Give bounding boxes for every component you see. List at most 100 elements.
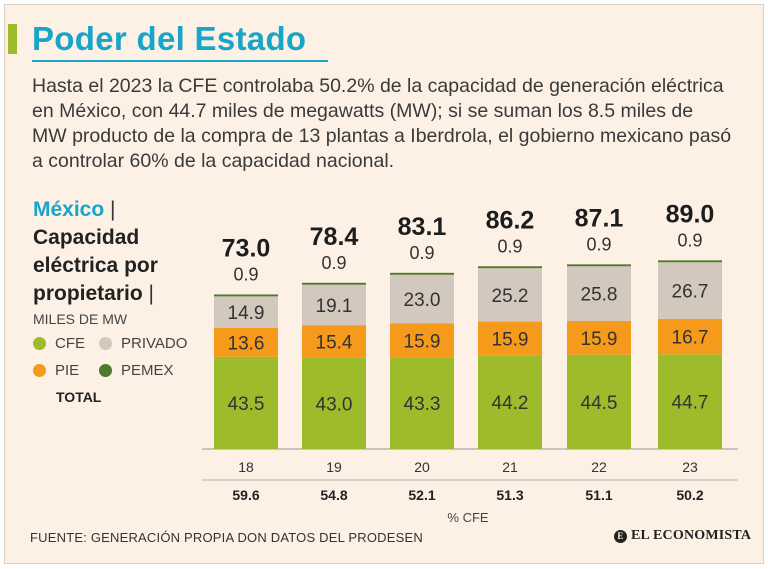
- x-tick-label-18: 18: [238, 459, 254, 475]
- bar-privado-21: [478, 268, 542, 322]
- value-label-cfe-22: 44.5: [581, 393, 618, 414]
- page-title: Poder del Estado: [32, 20, 307, 57]
- value-label-privado-22: 25.8: [581, 285, 618, 306]
- pct-cfe-value-23: 50.2: [676, 487, 703, 503]
- value-label-pemex-21: 0.9: [497, 236, 522, 256]
- x-tick-label-22: 22: [591, 459, 607, 475]
- legend-label-privado: PRIVADO: [121, 335, 188, 352]
- units-label: MILES DE MW: [33, 311, 128, 327]
- source-note: FUENTE: GENERACIÓN PROPIA DON DATOS DEL …: [30, 530, 423, 545]
- legend-swatch-pemex: [99, 364, 112, 377]
- value-label-cfe-21: 44.2: [492, 393, 529, 414]
- bar-pie-21: [478, 321, 542, 356]
- total-label-18: 73.0: [222, 234, 271, 262]
- chart-heading: México | Capacidad eléctrica por propiet…: [33, 196, 203, 308]
- x-tick-label-23: 23: [682, 459, 698, 475]
- bar-pemex-18: [214, 294, 278, 297]
- bar-pemex-19: [302, 282, 366, 285]
- bar-privado-19: [302, 284, 366, 326]
- legend-label-cfe: CFE: [55, 335, 85, 352]
- bar-privado-23: [658, 262, 722, 319]
- legend-item-pie: PIE: [33, 362, 79, 379]
- bar-pie-22: [567, 320, 631, 355]
- value-label-privado-20: 23.0: [404, 290, 441, 311]
- bar-privado-20: [390, 274, 454, 324]
- chart-heading-line-3: propietario |: [33, 280, 203, 308]
- value-label-pemex-22: 0.9: [586, 234, 611, 254]
- value-label-privado-23: 26.7: [672, 282, 709, 303]
- chart-heading-line-country: México |: [33, 196, 203, 224]
- bar-cfe-21: [478, 355, 542, 449]
- total-label-19: 78.4: [310, 223, 359, 251]
- value-label-cfe-23: 44.7: [672, 393, 709, 414]
- pct-cfe-value-18: 59.6: [232, 487, 259, 503]
- pct-cfe-value-20: 52.1: [408, 487, 435, 503]
- page-subtitle: Hasta el 2023 la CFE controlaba 50.2% de…: [32, 75, 732, 172]
- value-label-privado-19: 19.1: [316, 296, 353, 317]
- bar-pie-18: [214, 327, 278, 357]
- value-label-pie-20: 15.9: [404, 331, 441, 352]
- logo-text: EL ECONOMISTA: [631, 528, 752, 543]
- bar-pie-23: [658, 318, 722, 355]
- legend-item-cfe: CFE: [33, 335, 85, 352]
- value-label-pie-23: 16.7: [672, 328, 709, 349]
- bar-pemex-20: [390, 272, 454, 275]
- bar-pie-19: [302, 325, 366, 358]
- bar-pie-20: [390, 323, 454, 358]
- value-label-cfe-18: 43.5: [228, 394, 265, 415]
- legend-item-privado: PRIVADO: [99, 335, 187, 352]
- value-label-cfe-19: 43.0: [316, 394, 353, 415]
- legend-swatch-cfe: [33, 337, 46, 350]
- pct-cfe-axis-label: % CFE: [447, 510, 489, 525]
- value-label-pie-19: 15.4: [316, 333, 353, 354]
- logo-mark-icon: E: [614, 529, 627, 543]
- pct-cfe-value-19: 54.8: [320, 487, 347, 503]
- bar-pemex-22: [567, 264, 631, 267]
- title-underline: [32, 60, 328, 62]
- legend-total-label: TOTAL: [56, 389, 102, 405]
- value-label-pemex-23: 0.9: [677, 230, 702, 250]
- legend-label-pie: PIE: [55, 362, 80, 379]
- value-label-pie-18: 13.6: [228, 333, 265, 354]
- chart-heading-line-1: Capacidad: [33, 226, 140, 249]
- bar-privado-18: [214, 296, 278, 328]
- value-label-pemex-18: 0.9: [233, 264, 258, 284]
- value-label-pemex-19: 0.9: [321, 253, 346, 273]
- value-label-privado-21: 25.2: [492, 286, 529, 307]
- bar-pemex-23: [658, 260, 722, 263]
- total-label-22: 87.1: [575, 204, 624, 232]
- total-label-23: 89.0: [666, 200, 715, 228]
- chart-heading-line-3-text: propietario: [33, 282, 143, 305]
- heading-separator: |: [110, 198, 116, 221]
- title-accent-bar: [8, 24, 17, 54]
- bar-pemex-21: [478, 266, 542, 269]
- value-label-pie-21: 15.9: [492, 329, 529, 350]
- total-label-21: 86.2: [486, 206, 535, 234]
- total-label-20: 83.1: [398, 213, 447, 241]
- publisher-logo: E EL ECONOMISTA: [614, 528, 751, 544]
- legend-swatch-pie: [33, 364, 46, 377]
- x-tick-label-19: 19: [326, 459, 342, 475]
- legend-swatch-privado: [99, 337, 112, 350]
- heading-separator-2: |: [148, 282, 154, 305]
- value-label-cfe-20: 43.3: [404, 394, 441, 415]
- x-tick-label-21: 21: [502, 459, 518, 475]
- country-label: México: [33, 198, 105, 221]
- bar-cfe-23: [658, 354, 722, 449]
- bar-cfe-20: [390, 357, 454, 449]
- chart-heading-line-2: eléctrica por: [33, 254, 158, 277]
- bar-cfe-18: [214, 356, 278, 449]
- x-tick-label-20: 20: [414, 459, 430, 475]
- pct-cfe-value-21: 51.3: [496, 487, 523, 503]
- pct-cfe-value-22: 51.1: [585, 487, 612, 503]
- value-label-privado-18: 14.9: [228, 303, 265, 324]
- legend-label-pemex: PEMEX: [121, 362, 174, 379]
- infographic-frame: [4, 4, 764, 564]
- bar-privado-22: [567, 266, 631, 321]
- bar-cfe-22: [567, 354, 631, 449]
- legend-item-pemex: PEMEX: [99, 362, 174, 379]
- value-label-pemex-20: 0.9: [409, 243, 434, 263]
- bar-cfe-19: [302, 357, 366, 449]
- value-label-pie-22: 15.9: [581, 329, 618, 350]
